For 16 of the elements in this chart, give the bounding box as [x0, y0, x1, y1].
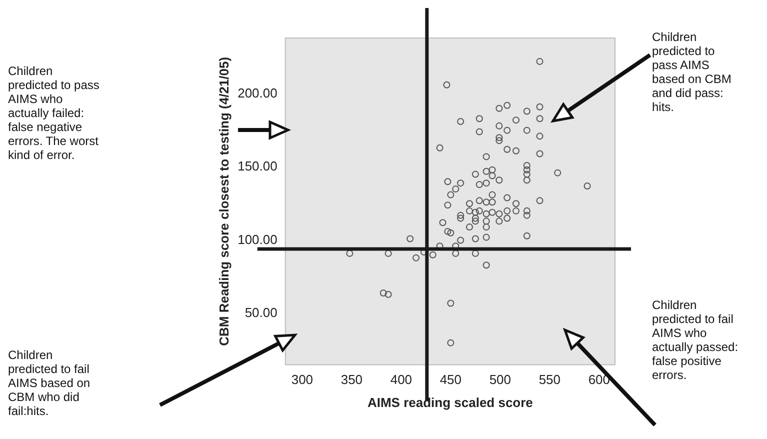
x-tick-label: 300 — [291, 372, 314, 388]
text: Children predicted to pass AIMS who actually failed: false negative errors. The worst kind of error. — [8, 64, 100, 162]
text: Children predicted to fail AIMS based on CBM who did fail:hits. — [8, 348, 92, 418]
x-tick-label: 550 — [538, 372, 561, 388]
y-tick-label: 100.00 — [238, 232, 278, 247]
x-tick-label: 350 — [340, 372, 363, 388]
x-tick-label: 400 — [390, 372, 412, 388]
y-tick-label: 200.00 — [238, 85, 278, 100]
text: Children predicted to pass AIMS based on CBM and did pass: hits. — [652, 30, 732, 114]
y-tick-label: 150.00 — [238, 158, 278, 174]
text: Children predicted to fail AIMS who actually passed: false positive errors. — [652, 298, 740, 382]
x-axis-title: AIMS reading scaled score — [367, 394, 533, 410]
x-tick-label: 500 — [489, 372, 512, 388]
x-tick-label: 450 — [440, 372, 462, 388]
y-tick-label: 50.00 — [244, 305, 278, 320]
y-axis-title: CBM Reading score closest to testing (4/21/05) — [216, 56, 232, 346]
